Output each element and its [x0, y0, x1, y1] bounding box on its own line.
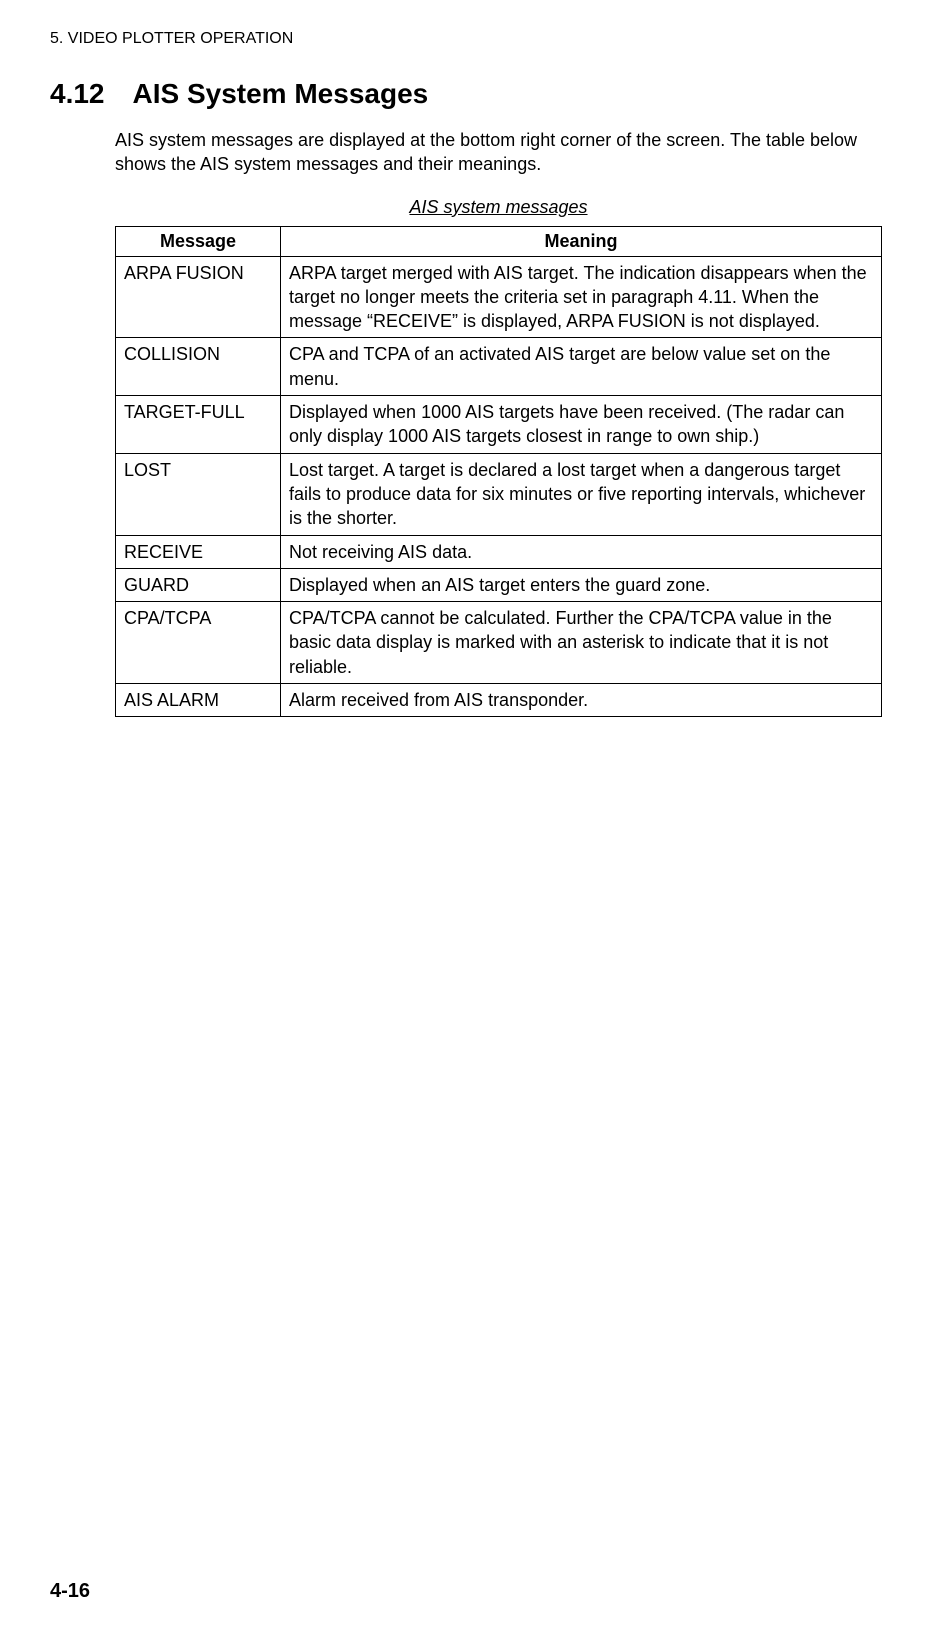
table-row: AIS ALARM Alarm received from AIS transp…: [116, 684, 882, 717]
section-heading: 4.12 AIS System Messages: [50, 78, 882, 110]
table-row: ARPA FUSION ARPA target merged with AIS …: [116, 256, 882, 338]
table-row: TARGET-FULL Displayed when 1000 AIS targ…: [116, 396, 882, 454]
table-cell-meaning: CPA and TCPA of an activated AIS target …: [281, 338, 882, 396]
ais-messages-table: Message Meaning ARPA FUSION ARPA target …: [115, 226, 882, 718]
table-cell-message: TARGET-FULL: [116, 396, 281, 454]
table-cell-message: GUARD: [116, 568, 281, 601]
table-cell-message: CPA/TCPA: [116, 602, 281, 684]
table-cell-meaning: Lost target. A target is declared a lost…: [281, 453, 882, 535]
table-caption: AIS system messages: [115, 197, 882, 218]
table-header-message: Message: [116, 226, 281, 256]
table-row: COLLISION CPA and TCPA of an activated A…: [116, 338, 882, 396]
table-header-meaning: Meaning: [281, 226, 882, 256]
section-title: AIS System Messages: [133, 78, 429, 109]
chapter-header: 5. VIDEO PLOTTER OPERATION: [50, 30, 882, 48]
intro-paragraph: AIS system messages are displayed at the…: [115, 128, 882, 177]
table-cell-meaning: ARPA target merged with AIS target. The …: [281, 256, 882, 338]
table-row: GUARD Displayed when an AIS target enter…: [116, 568, 882, 601]
table-cell-meaning: Displayed when an AIS target enters the …: [281, 568, 882, 601]
table-row: LOST Lost target. A target is declared a…: [116, 453, 882, 535]
table-cell-message: LOST: [116, 453, 281, 535]
section-number: 4.12: [50, 78, 105, 110]
table-cell-message: ARPA FUSION: [116, 256, 281, 338]
table-cell-message: COLLISION: [116, 338, 281, 396]
table-cell-meaning: Displayed when 1000 AIS targets have bee…: [281, 396, 882, 454]
table-cell-meaning: Not receiving AIS data.: [281, 535, 882, 568]
table-row: RECEIVE Not receiving AIS data.: [116, 535, 882, 568]
table-row: CPA/TCPA CPA/TCPA cannot be calculated. …: [116, 602, 882, 684]
table-cell-meaning: Alarm received from AIS transponder.: [281, 684, 882, 717]
table-header-row: Message Meaning: [116, 226, 882, 256]
content-block: AIS system messages are displayed at the…: [115, 128, 882, 717]
table-cell-message: AIS ALARM: [116, 684, 281, 717]
table-cell-meaning: CPA/TCPA cannot be calculated. Further t…: [281, 602, 882, 684]
table-cell-message: RECEIVE: [116, 535, 281, 568]
page-number: 4-16: [50, 1580, 90, 1603]
